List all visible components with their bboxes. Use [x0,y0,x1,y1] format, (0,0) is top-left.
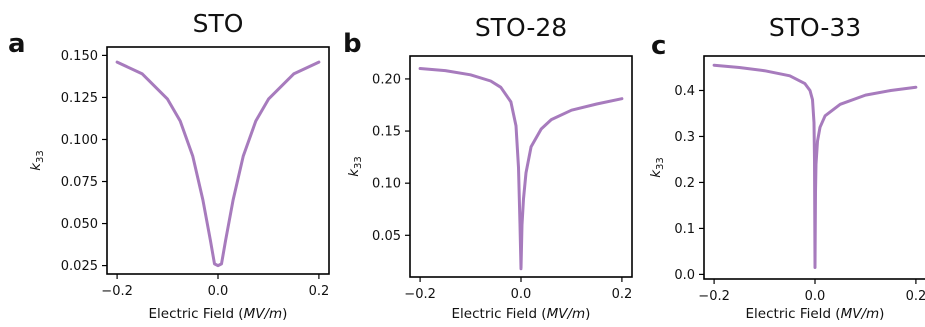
y-axis-label: k33 [346,156,364,177]
x-tick-label: 0.2 [309,284,330,299]
panel-letter: b [343,29,362,59]
series-line [418,67,624,271]
x-axis-label: Electric Field (MV/m) [149,306,288,322]
y-tick-label: 0.150 [61,49,98,64]
panel-letter: c [651,31,666,61]
panel-letter: a [8,29,26,59]
x-axis-label: Electric Field (MV/m) [452,306,591,322]
panel-b: b STO-28 −0.2 0.0 0.2 0.05 0.10 0.15 0.20 Electri… [343,13,633,322]
series-line [115,60,321,268]
y-tick-label: 0.125 [61,91,98,106]
x-axis-label: Electric Field (MV/m) [746,306,885,322]
y-tick-label: 0.15 [372,125,401,140]
y-tick-label: 0.100 [61,133,98,148]
y-tick-label: 0.20 [372,72,401,87]
chart-title: STO [193,9,244,38]
y-tick-label: 0.0 [674,268,695,283]
chart-title: STO-33 [769,13,861,42]
y-tick-label: 0.4 [674,84,695,99]
plot-frame [106,46,330,275]
y-tick-label: 0.075 [61,175,98,190]
y-tick-label: 0.1 [674,222,695,237]
y-tick-label: 0.050 [61,217,98,232]
y-axis-label: k33 [28,150,46,171]
x-tick-label: 0.0 [208,284,229,299]
x-tick-label: −0.2 [101,284,133,299]
x-tick-label: 0.2 [906,289,925,304]
y-tick-label: 0.05 [372,229,401,244]
x-tick-label: −0.2 [698,289,730,304]
y-tick-label: 0.025 [61,259,98,274]
x-tick-label: −0.2 [404,287,436,302]
y-tick-label: 0.2 [674,176,695,191]
x-tick-label: 0.0 [805,289,826,304]
panel-a: a STO −0.2 0.0 0.2 0.025 0.050 0.075 0.100 0.125 0… [8,9,330,322]
x-tick-label: 0.0 [511,287,532,302]
x-tick-label: 0.2 [612,287,633,302]
y-tick-label: 0.10 [372,177,401,192]
series-line [712,63,918,269]
y-tick-label: 0.3 [674,130,695,145]
chart-title: STO-28 [475,13,567,42]
y-axis-label: k33 [648,157,666,178]
